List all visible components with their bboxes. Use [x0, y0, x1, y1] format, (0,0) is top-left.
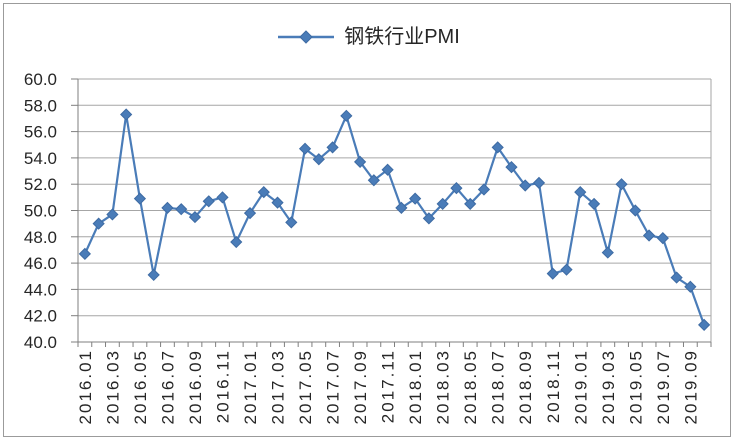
- y-tick-label: 54.0: [24, 149, 57, 168]
- x-tick-label: 2017.03: [269, 349, 288, 424]
- x-tick-label: 2017.05: [296, 349, 315, 424]
- y-tick-label: 58.0: [24, 96, 57, 115]
- data-point-marker: [395, 201, 408, 214]
- y-tick-label: 56.0: [24, 123, 57, 142]
- data-point-marker: [409, 192, 422, 205]
- y-tick-label: 52.0: [24, 175, 57, 194]
- y-tick-label: 44.0: [24, 280, 57, 299]
- data-point-marker: [519, 179, 532, 192]
- data-point-marker: [340, 109, 353, 122]
- data-point-marker: [629, 204, 642, 217]
- x-tick-label: 2019.03: [599, 349, 618, 424]
- data-point-marker: [491, 141, 504, 154]
- y-tick-label: 46.0: [24, 254, 57, 273]
- data-point-marker: [546, 267, 559, 280]
- data-point-marker: [188, 210, 202, 224]
- series-line: [83, 113, 706, 327]
- data-point-marker: [285, 216, 298, 229]
- x-tick-label: 2018.03: [434, 349, 453, 424]
- x-tick-label: 2016.05: [131, 349, 150, 424]
- legend-line-diamond-icon: [278, 30, 335, 44]
- data-point-marker: [312, 153, 325, 166]
- data-point-marker: [78, 247, 91, 261]
- x-tick-label: 2016.01: [76, 349, 95, 424]
- x-tick-label: 2016.11: [213, 349, 232, 423]
- data-point-marker: [298, 142, 312, 155]
- data-point-marker: [505, 160, 518, 174]
- data-point-marker: [436, 197, 449, 211]
- data-point-marker: [133, 192, 147, 205]
- x-tick-label: 2019.05: [626, 349, 645, 424]
- data-point-marker: [367, 174, 380, 187]
- data-point-marker: [670, 271, 683, 284]
- x-tick-label: 2017.07: [324, 349, 343, 424]
- y-tick-label: 48.0: [24, 228, 57, 247]
- data-point-marker: [106, 208, 119, 221]
- x-tick-label: 2019.07: [654, 349, 673, 424]
- y-tick-label: 40.0: [24, 333, 57, 352]
- data-point-marker: [147, 268, 160, 282]
- data-point-marker: [450, 182, 463, 195]
- data-point-marker: [574, 185, 587, 199]
- data-point-marker: [353, 155, 367, 168]
- data-point-marker: [560, 263, 573, 276]
- data-point-marker: [698, 318, 711, 332]
- data-point-marker: [216, 191, 229, 204]
- x-tick-label: 2019.01: [571, 349, 590, 424]
- data-point-marker: [656, 232, 669, 245]
- data-point-marker: [230, 235, 243, 249]
- data-point-marker: [422, 212, 436, 225]
- x-tick-label: 2017.01: [241, 349, 260, 424]
- data-point-marker: [684, 280, 697, 293]
- data-point-marker: [161, 201, 174, 214]
- data-point-marker: [381, 163, 394, 176]
- x-tick-label: 2017.09: [351, 349, 370, 424]
- x-tick-label: 2018.05: [461, 349, 480, 424]
- data-point-marker: [587, 197, 601, 211]
- legend: 钢铁行业PMI: [0, 24, 737, 50]
- x-tick-label: 2019.09: [681, 349, 700, 424]
- x-tick-label: 2016.07: [158, 349, 177, 424]
- x-tick-label: 2017.11: [379, 349, 398, 423]
- data-point-marker: [642, 229, 656, 242]
- data-point-marker: [202, 195, 215, 208]
- y-tick-label: 42.0: [24, 307, 57, 326]
- data-point-marker: [532, 176, 546, 189]
- data-point-marker: [120, 108, 133, 121]
- y-tick-label: 50.0: [24, 202, 57, 221]
- data-point-marker: [92, 217, 105, 230]
- data-point-marker: [326, 141, 339, 154]
- data-point-marker: [243, 207, 257, 220]
- x-tick-label: 2018.07: [489, 349, 508, 424]
- data-point-marker: [601, 246, 614, 259]
- data-point-marker: [477, 183, 491, 196]
- data-point-marker: [464, 197, 477, 211]
- chart-border: [3, 3, 731, 437]
- x-tick-label: 2018.11: [544, 349, 563, 423]
- data-point-marker: [175, 203, 188, 216]
- y-tick-label: 60.0: [24, 70, 57, 89]
- data-point-marker: [271, 196, 284, 209]
- data-point-marker: [257, 185, 270, 199]
- x-tick-label: 2018.09: [516, 349, 535, 424]
- x-tick-label: 2018.01: [406, 349, 425, 424]
- data-point-marker: [615, 178, 628, 191]
- x-tick-label: 2016.09: [186, 349, 205, 424]
- x-tick-label: 2016.03: [103, 349, 122, 424]
- legend-label: 钢铁行业PMI: [344, 26, 460, 48]
